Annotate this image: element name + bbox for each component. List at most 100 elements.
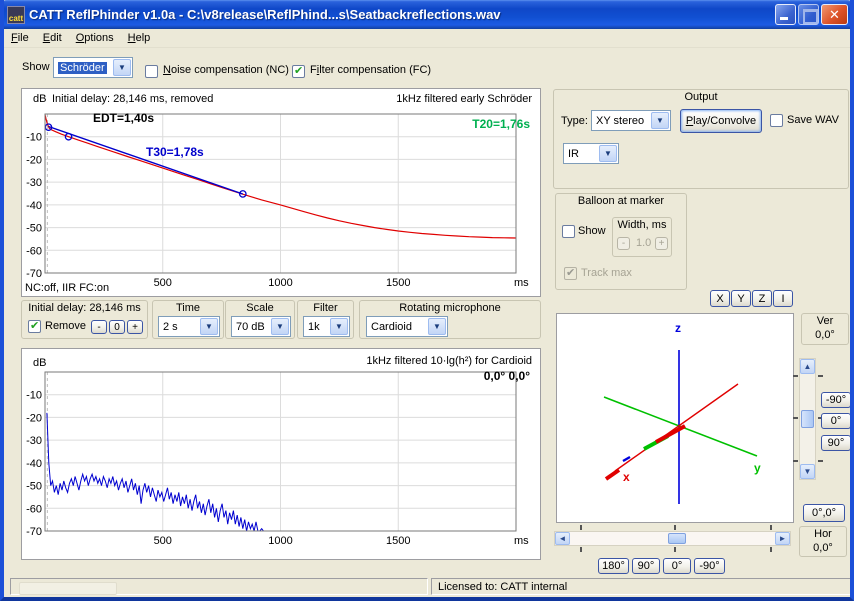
slider-right-arrow[interactable]: ► [775, 532, 790, 545]
client-area: Show Schröder Noise compensation (NC) Fi… [8, 48, 850, 577]
reset-view-button[interactable]: 0°,0° [803, 504, 845, 522]
ir-chart[interactable]: -10 -20 -30 -40 -50 -60 -70 500 1000 1500 ms [22, 349, 540, 559]
remove-checkbox[interactable] [28, 319, 41, 333]
width-caption: Width, ms [617, 219, 667, 231]
type-label: Type: [561, 115, 588, 127]
menu-edit[interactable]: Edit [42, 32, 62, 44]
svg-text:-20: -20 [26, 412, 42, 424]
svg-text:-30: -30 [26, 177, 42, 189]
svg-text:-50: -50 [26, 481, 42, 493]
titlebar[interactable]: catt CATT ReflPhinder v1.0a - C:\v8relea… [4, 0, 850, 29]
svg-text:-20: -20 [26, 154, 42, 166]
time-combobox[interactable]: 2 s [158, 316, 220, 337]
axis-i-button[interactable]: I [773, 290, 793, 307]
v-tick [818, 460, 823, 462]
show-label: Show [22, 61, 50, 73]
hor-value: 0,0° [813, 542, 833, 554]
vertical-slider-thumb[interactable] [801, 410, 814, 428]
ir-chart-panel: -10 -20 -30 -40 -50 -60 -70 500 1000 1500 ms dB 1k… [21, 348, 541, 560]
width-plus-button[interactable]: + [655, 237, 668, 250]
balloon-show-checkbox[interactable] [562, 225, 575, 238]
maximize-button[interactable] [798, 4, 819, 25]
initial-delay-group: Initial delay: 28,146 ms Remove - 0 + [21, 300, 148, 339]
t20-label: T20=1,76s [472, 117, 530, 131]
horizontal-slider-thumb[interactable] [668, 533, 686, 544]
close-button[interactable] [821, 4, 848, 25]
rotating-microphone-caption: Rotating microphone [399, 302, 501, 314]
svg-text:500: 500 [154, 277, 172, 289]
status-cell-license: Licensed to: CATT internal [431, 578, 850, 595]
filter-caption: Filter [313, 302, 338, 314]
width-minus-button[interactable]: - [617, 237, 630, 250]
svg-text:-10: -10 [26, 390, 42, 402]
h-tick [580, 525, 582, 530]
h-tick [580, 547, 582, 552]
3d-axes: z y x [603, 321, 761, 504]
window-title: CATT ReflPhinder v1.0a - C:\v8release\Re… [29, 7, 501, 22]
scale-combobox[interactable]: 70 dB [231, 316, 291, 337]
menu-options[interactable]: Options [75, 32, 114, 44]
width-group: Width, ms - 1.0 + [612, 217, 672, 257]
save-wav-checkbox[interactable] [770, 114, 783, 127]
svg-text:1000: 1000 [268, 535, 292, 547]
noise-compensation-label: Noise compensation (NC) [163, 64, 289, 76]
svg-text:-30: -30 [26, 435, 42, 447]
delay-minus-button[interactable]: - [91, 320, 107, 334]
ver-value: 0,0° [815, 329, 835, 341]
initial-delay-caption: Initial delay: 28,146 ms [28, 302, 141, 314]
microphone-combobox[interactable]: Cardioid [366, 316, 448, 337]
h-tick [770, 525, 772, 530]
menubar: File Edit Options Help [4, 29, 850, 48]
ir-combobox[interactable]: IR [563, 143, 619, 164]
chart1-subtitle: Initial delay: 28,146 ms, removed [52, 93, 214, 105]
slider-left-arrow[interactable]: ◄ [555, 532, 570, 545]
svg-text:ms: ms [514, 535, 529, 547]
hor-0-button[interactable]: 0° [663, 558, 691, 574]
ver-0-button[interactable]: 0° [821, 413, 850, 429]
track-max-checkbox[interactable] [564, 266, 577, 280]
v-tick [818, 417, 823, 419]
menu-file[interactable]: File [11, 32, 29, 44]
menu-help[interactable]: Help [127, 32, 151, 44]
axis-y-button[interactable]: Y [731, 290, 751, 307]
axis-z-button[interactable]: Z [752, 290, 772, 307]
statusbar: Licensed to: CATT internal [8, 577, 850, 597]
vertical-slider[interactable]: ▲ ▼ [799, 358, 816, 480]
axis-x-button[interactable]: X [710, 290, 730, 307]
hor-90-button[interactable]: 90° [632, 558, 660, 574]
chart1-y-unit: dB [33, 93, 47, 105]
slider-down-arrow[interactable]: ▼ [800, 464, 815, 479]
save-wav-label: Save WAV [787, 114, 839, 126]
ver-minus90-button[interactable]: -90° [821, 392, 850, 408]
ver-label: Ver [816, 315, 834, 327]
3d-view-panel[interactable]: z y x [556, 313, 794, 523]
slider-up-arrow[interactable]: ▲ [800, 359, 815, 374]
x-axis-tip [604, 468, 621, 481]
width-value: 1.0 [636, 237, 652, 249]
schroeder-chart[interactable]: -10 -20 -30 -40 -50 -60 -70 500 1000 1500 ms [22, 89, 540, 296]
hor-180-button[interactable]: 180° [598, 558, 629, 574]
svg-text:1500: 1500 [386, 277, 410, 289]
hor-group: Hor 0,0° [799, 526, 847, 557]
chart2-title: 1kHz filtered 10·lg(h²) for Cardioid [366, 355, 532, 367]
balloon-group: Balloon at marker Show Width, ms - 1.0 +… [555, 193, 687, 290]
minimize-button[interactable] [775, 4, 796, 25]
y-axis-label: y [754, 461, 761, 475]
chart1-footer: NC:off, IIR FC:on [25, 282, 110, 294]
ver-90-button[interactable]: 90° [821, 435, 850, 451]
v-tick [793, 417, 798, 419]
hor-minus90-button[interactable]: -90° [694, 558, 725, 574]
filter-combobox[interactable]: 1k [303, 316, 350, 337]
filter-compensation-checkbox[interactable] [292, 64, 305, 78]
delay-plus-button[interactable]: + [127, 320, 143, 334]
v-tick [793, 375, 798, 377]
horizontal-slider[interactable]: ◄ ► [554, 531, 791, 546]
schroeder-chart-panel: -10 -20 -30 -40 -50 -60 -70 500 1000 1500 ms dB In… [21, 88, 541, 297]
type-combobox[interactable]: XY stereo [591, 110, 671, 131]
show-combobox[interactable]: Schröder [53, 57, 133, 78]
delay-zero-button[interactable]: 0 [109, 320, 125, 334]
chart1-title: 1kHz filtered early Schröder [396, 93, 532, 105]
noise-compensation-checkbox[interactable] [145, 65, 158, 78]
